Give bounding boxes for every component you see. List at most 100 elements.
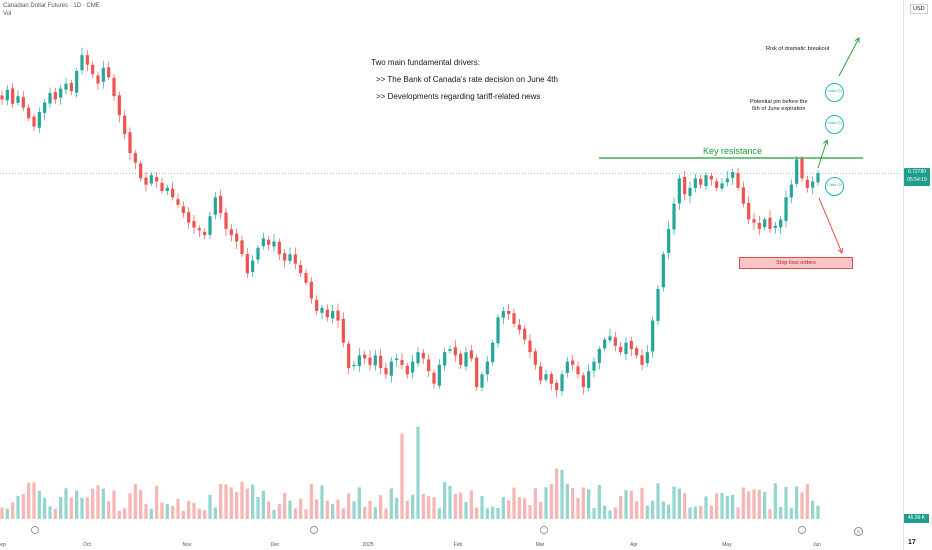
- candle-body: [448, 349, 452, 351]
- volume-bar: [448, 485, 452, 519]
- time-axis-label: Nov: [183, 542, 192, 548]
- volume-bar: [85, 497, 89, 519]
- volume-bar: [619, 496, 623, 519]
- currency-selector[interactable]: USD: [910, 4, 928, 14]
- pin-note-line-1: Potential pin before the: [750, 99, 808, 105]
- candle-body: [811, 181, 815, 188]
- volume-bar: [427, 496, 431, 519]
- volume-bar: [293, 508, 297, 519]
- volume-bar: [635, 501, 639, 519]
- candle-body: [720, 183, 724, 189]
- volume-bar: [469, 490, 473, 519]
- candle-body: [144, 177, 148, 185]
- candle-body: [672, 203, 676, 230]
- volume-bar: [528, 504, 532, 519]
- volume-bar: [699, 506, 703, 519]
- candle-body: [480, 374, 484, 388]
- candle-body: [597, 349, 601, 364]
- candle-body: [37, 112, 41, 128]
- candle-body: [347, 343, 351, 368]
- event-flag-icon: [31, 526, 39, 534]
- price-axis[interactable]: [903, 0, 932, 550]
- volume-bar: [613, 507, 617, 519]
- volume-bar: [395, 497, 399, 519]
- volume-bar: [592, 508, 596, 519]
- volume-bar: [181, 510, 185, 519]
- volume-bar: [176, 498, 180, 519]
- candle-body: [709, 175, 713, 180]
- time-axis-label: Apr: [630, 542, 638, 548]
- volume-bar: [384, 508, 388, 519]
- volume-bar: [480, 496, 484, 519]
- volume-bar: [75, 490, 79, 519]
- volume-bar: [432, 497, 436, 519]
- volume-bar: [5, 508, 9, 519]
- candle-body: [613, 337, 617, 346]
- volume-bar: [240, 481, 244, 519]
- candle-body: [747, 202, 751, 220]
- volume-bar: [96, 485, 100, 519]
- volume-bar: [533, 488, 537, 519]
- volume-bar: [805, 483, 809, 519]
- volume-bar: [581, 487, 585, 519]
- candle-body: [192, 220, 196, 228]
- bar-countdown: 05:54:19: [907, 177, 927, 183]
- candle-body: [16, 96, 20, 103]
- candle-body: [27, 107, 31, 119]
- candle-body: [213, 197, 217, 215]
- time-axis-label: Feb: [454, 542, 463, 548]
- volume-bar: [811, 500, 815, 519]
- volume-bar: [688, 507, 692, 519]
- volume-bar: [507, 500, 511, 519]
- clock-icon[interactable]: ◷: [854, 527, 863, 536]
- volume-bar: [64, 488, 68, 519]
- tradingview-logo[interactable]: 17: [908, 539, 916, 546]
- volume-bar: [165, 504, 169, 519]
- candle-body: [715, 181, 719, 188]
- volume-bar: [160, 502, 164, 519]
- candle-body: [80, 55, 84, 71]
- candle-body: [219, 195, 223, 214]
- volume-bar: [347, 493, 351, 519]
- calls-oi-marker-1: Calls OI: [825, 83, 844, 102]
- volume-bar: [208, 494, 212, 519]
- volume-bar: [715, 493, 719, 519]
- candle-body: [544, 374, 548, 380]
- time-axis-label: Dec: [271, 542, 280, 548]
- volume-bar: [21, 494, 25, 519]
- volume-bar: [0, 507, 4, 519]
- candle-body: [443, 352, 447, 366]
- volume-bar: [411, 494, 415, 519]
- volume-bar: [667, 504, 671, 519]
- candle-body: [645, 352, 649, 364]
- volume-bar: [555, 468, 559, 519]
- volume-bar: [149, 508, 153, 519]
- volume-bar: [53, 508, 57, 519]
- candle-body: [656, 288, 660, 321]
- chart-title: Canadian Dollar Futures · 1D · CME: [3, 3, 100, 9]
- candle-body: [736, 172, 740, 188]
- volume-bar: [69, 497, 73, 519]
- volume-bar: [48, 506, 52, 519]
- volume-bar: [565, 483, 569, 519]
- volume-bar: [421, 493, 425, 519]
- candle-body: [635, 348, 639, 356]
- volume-bar: [357, 487, 361, 519]
- volume-bar: [288, 500, 292, 519]
- volume-bar: [155, 485, 159, 519]
- candle-body: [288, 254, 292, 261]
- candle-body: [160, 182, 164, 191]
- candle-body: [533, 351, 537, 365]
- volume-bar: [475, 507, 479, 519]
- volume-bar: [256, 496, 260, 519]
- candle-body: [651, 320, 655, 352]
- candle-body: [741, 187, 745, 204]
- candle-body: [640, 355, 644, 365]
- candle-body: [549, 374, 553, 384]
- volume-bar: [773, 483, 777, 519]
- candle-body: [75, 70, 79, 93]
- volume-bar: [560, 470, 564, 519]
- last-price: 0.72780: [907, 169, 927, 175]
- volume-bar: [683, 493, 687, 519]
